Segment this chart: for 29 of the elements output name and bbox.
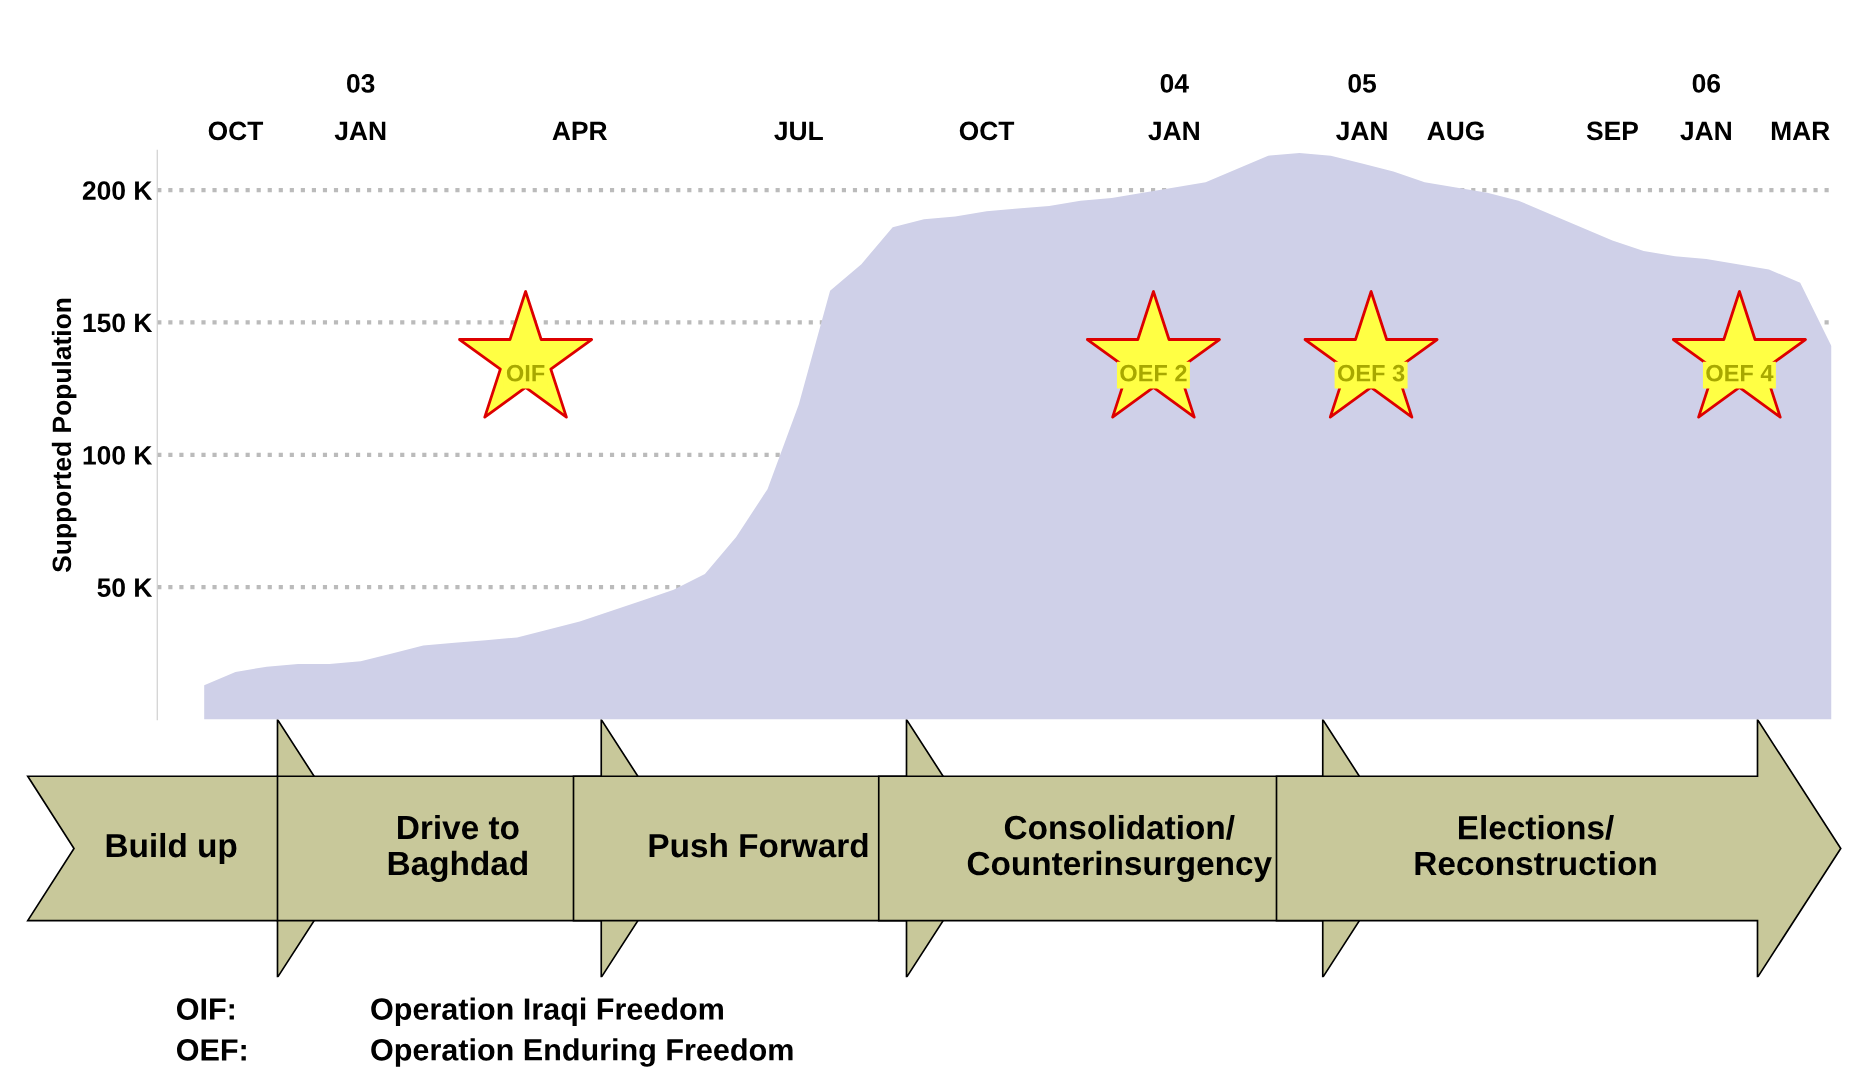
text: Drive to Baghdad [388, 814, 527, 883]
y-tick-label: 50 K [97, 578, 153, 598]
x-tick-label: OCT [208, 121, 264, 141]
annotation: OEF 2 [1120, 364, 1187, 382]
y-tick-label: 200 K [82, 181, 153, 200]
x-tick-label: 06 JAN [1680, 74, 1731, 141]
x-tick-label: APR [552, 121, 608, 141]
x-tick-label: OCT [959, 121, 1015, 141]
x-tick-label: 03 JAN [334, 74, 386, 141]
x-tick-label: 05 JAN [1336, 74, 1387, 141]
annotation: OEF 3 [1337, 364, 1405, 382]
annotation: OEF 4 [1706, 364, 1774, 382]
x-tick-label: SEP [1586, 121, 1638, 141]
text: OIF: [177, 998, 234, 1020]
x-tick-label: JUL [774, 121, 823, 141]
text: OEF: [177, 1039, 246, 1061]
x-tick-label: 04 JAN [1148, 74, 1199, 141]
text: Operation Enduring Freedom [371, 1038, 793, 1067]
y-axis-title: Supported Population [51, 298, 77, 572]
x-tick-label: AUG [1427, 121, 1484, 141]
y-tick-label: 150 K [83, 313, 153, 333]
text: Elections/ Reconstruction [1415, 814, 1656, 876]
y-tick-label: 100 K [83, 445, 153, 465]
text: Consolidation/ Counterinsurgency [967, 814, 1272, 883]
text: Operation Iraqi Freedom [371, 997, 723, 1026]
x-tick-label: MAR [1771, 121, 1830, 141]
text: Build up [106, 832, 237, 864]
annotation: OIF [506, 364, 545, 382]
text: Push Forward [649, 832, 868, 858]
